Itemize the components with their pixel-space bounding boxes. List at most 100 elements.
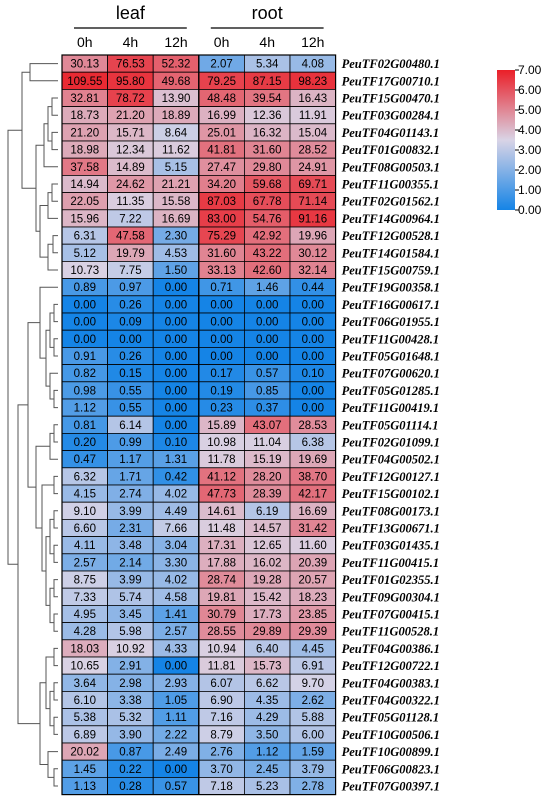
cell-value: 6.91 (302, 661, 324, 673)
cell-value: 10.73 (70, 265, 99, 277)
legend-tick-label: 7.00 (518, 63, 542, 77)
cell-value: 10.92 (116, 643, 145, 655)
dendrogram-branch (39, 205, 48, 258)
cell-value: 0.17 (210, 368, 232, 380)
cell-value: 16.99 (207, 110, 236, 122)
cell-value: 2.62 (302, 695, 324, 707)
color-legend: 7.00 6.00 5.00 4.00 3.00 2.00 1.00 0.00 (497, 63, 542, 217)
cell-value: 29.39 (298, 626, 327, 638)
cell-value: 1.05 (165, 695, 187, 707)
cell-value: 16.32 (253, 127, 282, 139)
row-dendrogram (7, 63, 58, 787)
cell-value: 28.20 (253, 471, 282, 483)
row-label: PeuTF11G00428.1 (342, 332, 440, 346)
cell-value: 3.79 (302, 764, 324, 776)
row-label: PeuTF12G00528.1 (342, 229, 440, 243)
cell-value: 28.53 (298, 420, 327, 432)
dendrogram-branch (53, 389, 58, 409)
cell-value: 1.12 (74, 403, 96, 415)
cell-value: 18.03 (70, 643, 99, 655)
cell-value: 0.37 (256, 403, 278, 415)
cell-value: 0.00 (256, 351, 278, 363)
cell-value: 15.58 (162, 196, 191, 208)
dendrogram-branch (53, 338, 58, 357)
cell-value: 3.50 (256, 729, 278, 741)
cell-value: 0.00 (165, 385, 187, 397)
cell-value: 19.79 (116, 248, 145, 260)
cell-value: 6.62 (256, 678, 278, 690)
cell-value: 52.32 (162, 59, 191, 71)
cell-value: 0.97 (119, 282, 141, 294)
dendrogram-branch (53, 613, 58, 632)
cell-value: 29.80 (253, 162, 282, 174)
cell-value: 14.89 (116, 162, 145, 174)
cell-value: 0.57 (256, 368, 278, 380)
dendrogram-branch (43, 123, 58, 168)
cell-value: 10.98 (207, 437, 236, 449)
dendrogram-branch (52, 235, 58, 254)
row-label: PeuTF04G00383.1 (342, 676, 440, 690)
cell-value: 19.28 (253, 575, 282, 587)
row-label: PeuTF11G00355.1 (342, 178, 440, 192)
column-label: 0h (214, 34, 230, 50)
legend-tick-label: 6.00 (518, 83, 542, 97)
cell-value: 1.50 (165, 265, 187, 277)
dendrogram-branch (47, 192, 58, 219)
row-label: PeuTF07G00397.1 (342, 780, 440, 794)
row-label: PeuTF04G00502.1 (342, 453, 440, 467)
cell-value: 1.46 (256, 282, 278, 294)
cell-value: 47.73 (207, 489, 236, 501)
column-label: 4h (123, 34, 139, 50)
cell-value: 4.29 (256, 712, 278, 724)
cell-value: 0.85 (256, 385, 278, 397)
cell-value: 0.10 (165, 437, 187, 449)
cell-value: 28.39 (253, 489, 282, 501)
row-label: PeuTF17G00710.1 (342, 74, 440, 88)
cell-value: 6.19 (256, 506, 278, 518)
cell-value: 12.65 (253, 540, 282, 552)
cell-value: 28.52 (298, 145, 327, 157)
cell-value: 7.22 (119, 213, 141, 225)
cell-value: 17.31 (207, 540, 236, 552)
cell-value: 0.00 (256, 317, 278, 329)
cell-value: 1.31 (165, 454, 187, 466)
dendrogram-branch (53, 424, 58, 443)
cell-value: 2.07 (210, 59, 232, 71)
cell-value: 4.58 (165, 592, 187, 604)
cell-value: 22.05 (70, 196, 99, 208)
cell-value: 91.16 (298, 213, 327, 225)
cell-value: 4.15 (74, 489, 96, 501)
row-label: PeuTF11G00419.1 (342, 401, 440, 415)
dendrogram-branch (49, 690, 54, 727)
cell-value: 15.89 (207, 420, 236, 432)
cell-value: 0.19 (210, 385, 232, 397)
cell-value: 14.57 (253, 523, 282, 535)
row-label: PeuTF02G01099.1 (342, 436, 440, 450)
cell-value: 0.00 (302, 317, 324, 329)
dendrogram-branch (53, 544, 58, 563)
cell-value: 0.22 (119, 764, 141, 776)
cell-value: 1.71 (119, 471, 141, 483)
row-label: PeuTF14G01584.1 (342, 246, 440, 260)
row-label: PeuTF15G00102.1 (342, 487, 440, 501)
column-headers: leaf root 0h 4h 12h 0h 4h 12h (74, 3, 324, 50)
cell-value: 5.98 (119, 626, 141, 638)
cell-value: 3.70 (210, 764, 232, 776)
cell-value: 0.00 (165, 661, 187, 673)
cell-value: 0.87 (119, 747, 141, 759)
row-label: PeuTF09G00304.1 (342, 590, 440, 604)
cell-value: 0.28 (119, 781, 141, 793)
cell-value: 11.35 (116, 196, 144, 208)
column-label: 12h (301, 34, 324, 50)
dendrogram-branch (39, 682, 48, 765)
cell-value: 19.96 (298, 231, 327, 243)
cell-value: 0.00 (119, 334, 141, 346)
cell-value: 15.96 (70, 213, 99, 225)
dendrogram-branch (45, 329, 50, 387)
cell-value: 4.02 (165, 489, 187, 501)
row-label: PeuTF10G00506.1 (342, 728, 440, 742)
row-label: PeuTF05G01285.1 (342, 384, 440, 398)
cell-value: 0.99 (119, 437, 141, 449)
cell-value: 2.57 (74, 557, 96, 569)
cell-value: 15.71 (116, 127, 145, 139)
